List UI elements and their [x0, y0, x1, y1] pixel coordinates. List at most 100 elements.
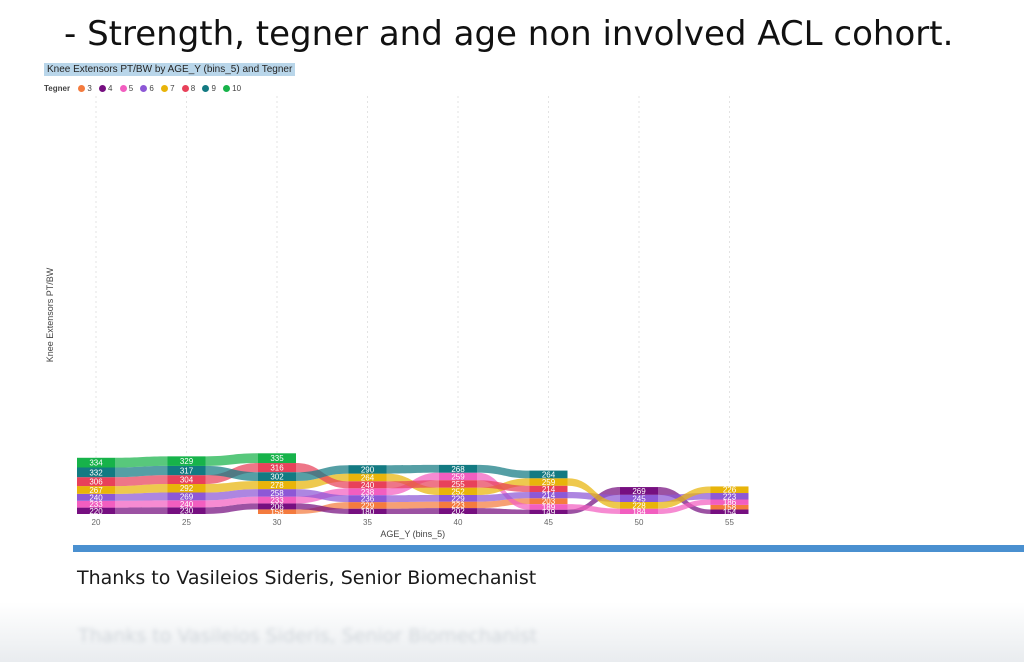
data-label: 240: [361, 481, 375, 490]
ribbon-4: [205, 503, 258, 514]
bar-segment: [258, 453, 296, 464]
bar-segment: [529, 485, 568, 493]
bar-segment: [348, 508, 387, 514]
ribbon-4: [115, 507, 168, 514]
data-label: 236: [361, 495, 375, 504]
data-label: 292: [180, 484, 194, 493]
ribbon-9: [296, 465, 349, 482]
data-label: 252: [451, 487, 465, 496]
legend-item-8[interactable]: 8: [181, 84, 195, 93]
data-label: 317: [180, 467, 194, 476]
data-label: 332: [89, 468, 103, 477]
x-tick-label: 20: [92, 518, 101, 527]
legend-item-7[interactable]: 7: [161, 84, 175, 93]
ribbon-4: [477, 508, 530, 514]
data-label: 214: [542, 491, 556, 500]
ribbon-3: [386, 501, 439, 509]
bar-segment: [620, 502, 658, 509]
data-label: 334: [89, 459, 103, 468]
bar-segment: [167, 500, 206, 508]
ribbon-3: [477, 498, 530, 509]
bar-segment: [348, 481, 387, 489]
bar-segment: [348, 495, 387, 503]
ribbon-9: [205, 465, 258, 482]
bar-segment: [439, 494, 477, 502]
data-label: 240: [180, 500, 194, 509]
x-axis-title: AGE_Y (bins_5): [380, 529, 445, 539]
ribbon-8: [386, 480, 439, 489]
data-label: 158: [723, 503, 737, 512]
legend-item-5[interactable]: 5: [119, 84, 133, 93]
data-label: 268: [451, 465, 465, 474]
legend-item-9[interactable]: 9: [202, 84, 216, 93]
bar-segment: [710, 486, 749, 494]
bar-segment: [529, 509, 568, 514]
data-label: 206: [270, 502, 284, 511]
data-label: 184: [632, 507, 646, 516]
reflection-text: Thanks to Vasileios Sideris, Senior Biom…: [78, 625, 538, 647]
data-label: 180: [361, 507, 375, 516]
legend-item-6[interactable]: 6: [140, 84, 154, 93]
data-label: 316: [270, 464, 284, 473]
legend-swatch: [223, 85, 231, 92]
bar-segment: [167, 456, 206, 466]
divider-line: [73, 545, 1024, 552]
data-label: 149: [542, 508, 556, 517]
bar-segment: [348, 465, 387, 474]
data-label: 264: [361, 473, 375, 482]
data-label: 223: [723, 492, 737, 501]
data-label: 302: [270, 473, 284, 482]
legend-item-4[interactable]: 4: [99, 84, 112, 93]
x-tick-label: 30: [273, 518, 282, 527]
data-label: 203: [542, 497, 556, 506]
data-label: 220: [89, 507, 103, 516]
data-label: 233: [270, 496, 284, 505]
ribbon-10: [205, 453, 258, 466]
ribbon-4: [386, 508, 439, 514]
bar-segment: [439, 487, 477, 495]
bar-segment: [167, 483, 206, 493]
legend-item-10[interactable]: 10: [223, 84, 241, 93]
ribbon-5: [567, 504, 620, 514]
data-label: 189: [542, 503, 556, 512]
ribbon-9: [115, 465, 168, 478]
ribbon-7: [658, 486, 711, 509]
slide-title: - Strength, tegner and age non involved …: [64, 14, 954, 54]
bar-segment: [258, 503, 296, 510]
data-label: 230: [180, 507, 194, 516]
data-label: 306: [89, 478, 103, 487]
ribbon-4: [296, 503, 349, 514]
ribbon-6: [205, 489, 258, 501]
bar-segment: [167, 465, 206, 476]
bar-segment: [258, 496, 296, 504]
bar-segment: [439, 464, 477, 473]
y-axis-title: Knee Extensors PT/BW: [45, 267, 55, 362]
bar-segment: [439, 472, 477, 481]
data-label: 158: [270, 508, 284, 517]
bar-segment: [439, 480, 477, 488]
bar-segment: [77, 486, 115, 494]
x-tick-label: 45: [544, 518, 553, 527]
legend-item-3[interactable]: 3: [78, 84, 92, 93]
data-label: 202: [451, 507, 465, 516]
bar-segment: [620, 508, 658, 514]
legend-label: Tegner: [44, 84, 71, 93]
bar-segment: [258, 481, 296, 490]
credit-text: Thanks to Vasileios Sideris, Senior Biom…: [77, 567, 537, 589]
ribbon-9: [386, 464, 439, 474]
bar-segment: [348, 488, 387, 496]
x-tick-label: 25: [182, 518, 191, 527]
data-label: 154: [723, 508, 737, 517]
bar-segment: [529, 504, 568, 510]
data-label: 329: [180, 457, 194, 466]
data-label: 255: [451, 480, 465, 489]
data-label: 267: [89, 486, 103, 495]
data-label: 259: [451, 472, 465, 481]
ribbon-5: [658, 499, 711, 514]
legend-swatch: [99, 85, 106, 92]
bar-segment: [258, 463, 296, 473]
ribbon-8: [115, 475, 168, 487]
legend-swatch: [78, 85, 86, 92]
ribbon-7: [567, 478, 620, 509]
ribbon-7: [296, 473, 349, 490]
